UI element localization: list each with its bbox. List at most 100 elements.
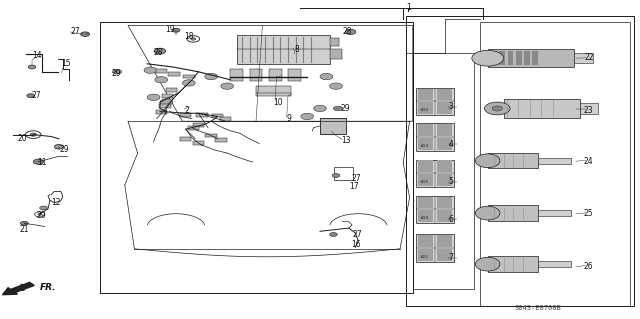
Text: 22: 22 [584, 53, 593, 62]
Circle shape [205, 73, 218, 80]
Bar [480, 22, 630, 306]
Text: #19: #19 [420, 216, 429, 220]
Text: 13: 13 [340, 136, 351, 145]
Bar [437, 124, 452, 136]
Circle shape [160, 99, 173, 105]
Bar [574, 53, 593, 63]
Text: S043-E0700B: S043-E0700B [514, 305, 561, 311]
Circle shape [30, 133, 36, 136]
Text: 3: 3 [449, 102, 454, 111]
Text: 2: 2 [184, 106, 189, 115]
Bar [418, 235, 433, 247]
Bar [413, 53, 474, 289]
Circle shape [492, 106, 502, 111]
Bar [437, 197, 452, 208]
Circle shape [172, 28, 180, 32]
FancyArrow shape [3, 282, 35, 295]
Bar [416, 160, 454, 187]
Circle shape [20, 221, 28, 225]
Bar [183, 75, 195, 78]
Bar [418, 138, 433, 150]
Bar [437, 138, 452, 150]
Text: 18: 18 [184, 32, 193, 41]
Bar [156, 110, 167, 114]
Bar [416, 196, 454, 223]
Text: 10: 10 [273, 98, 284, 107]
Circle shape [33, 159, 44, 164]
Text: 16: 16 [351, 240, 362, 249]
Text: 23: 23 [584, 106, 594, 115]
Text: 1: 1 [406, 3, 411, 11]
Bar [220, 117, 231, 121]
Bar [516, 51, 522, 65]
Bar [532, 51, 538, 65]
Text: 29: 29 [36, 211, 47, 220]
Bar [488, 256, 538, 272]
Circle shape [155, 77, 168, 83]
Bar [418, 174, 433, 186]
Bar [437, 235, 452, 247]
Bar [418, 102, 433, 114]
Text: 12: 12 [52, 198, 61, 207]
Circle shape [332, 174, 340, 177]
Text: 5: 5 [449, 177, 454, 186]
Text: 27: 27 [70, 27, 81, 36]
Bar [418, 197, 433, 208]
Bar [437, 249, 452, 261]
Circle shape [81, 32, 90, 36]
Bar [491, 51, 497, 65]
Bar [437, 174, 452, 186]
Circle shape [301, 113, 314, 120]
Circle shape [346, 29, 356, 34]
Text: #10: #10 [420, 108, 429, 112]
Bar [215, 138, 227, 142]
Ellipse shape [476, 154, 500, 168]
Text: 9: 9 [287, 114, 292, 122]
Ellipse shape [476, 206, 500, 220]
Text: 27: 27 [352, 230, 362, 239]
Bar [437, 210, 452, 222]
Bar [334, 167, 353, 180]
Circle shape [191, 38, 196, 40]
Circle shape [144, 67, 157, 73]
Text: 29: 29 [340, 104, 351, 113]
Bar [237, 35, 330, 64]
Text: #15: #15 [420, 180, 429, 184]
Bar [418, 160, 433, 172]
Bar [269, 69, 282, 81]
Bar [538, 158, 571, 164]
Bar [196, 113, 208, 117]
Bar [488, 49, 574, 67]
Text: 24: 24 [584, 157, 594, 166]
Bar [188, 126, 199, 130]
Text: 29: 29 [111, 69, 122, 78]
Text: 27: 27 [31, 91, 41, 100]
Bar [205, 134, 217, 137]
Bar [230, 69, 243, 81]
Text: 7: 7 [449, 253, 454, 262]
Text: 20: 20 [17, 134, 28, 143]
Bar [416, 234, 454, 262]
Circle shape [320, 73, 333, 80]
Bar [180, 137, 191, 141]
Circle shape [314, 105, 326, 112]
Bar [256, 86, 291, 96]
Text: 8: 8 [294, 45, 300, 54]
Bar [437, 89, 452, 100]
Bar [504, 99, 580, 118]
Bar [437, 160, 452, 172]
Bar [330, 49, 342, 59]
Bar [418, 210, 433, 222]
Bar [193, 123, 204, 127]
Circle shape [154, 48, 166, 54]
Circle shape [472, 50, 504, 66]
Bar [499, 51, 505, 65]
Text: 6: 6 [449, 215, 454, 224]
Text: 17: 17 [349, 182, 359, 191]
Bar [166, 88, 177, 92]
Circle shape [330, 83, 342, 89]
Text: #13: #13 [420, 144, 429, 148]
Bar [416, 123, 454, 151]
Text: #22: #22 [420, 255, 429, 259]
Bar [168, 72, 180, 76]
